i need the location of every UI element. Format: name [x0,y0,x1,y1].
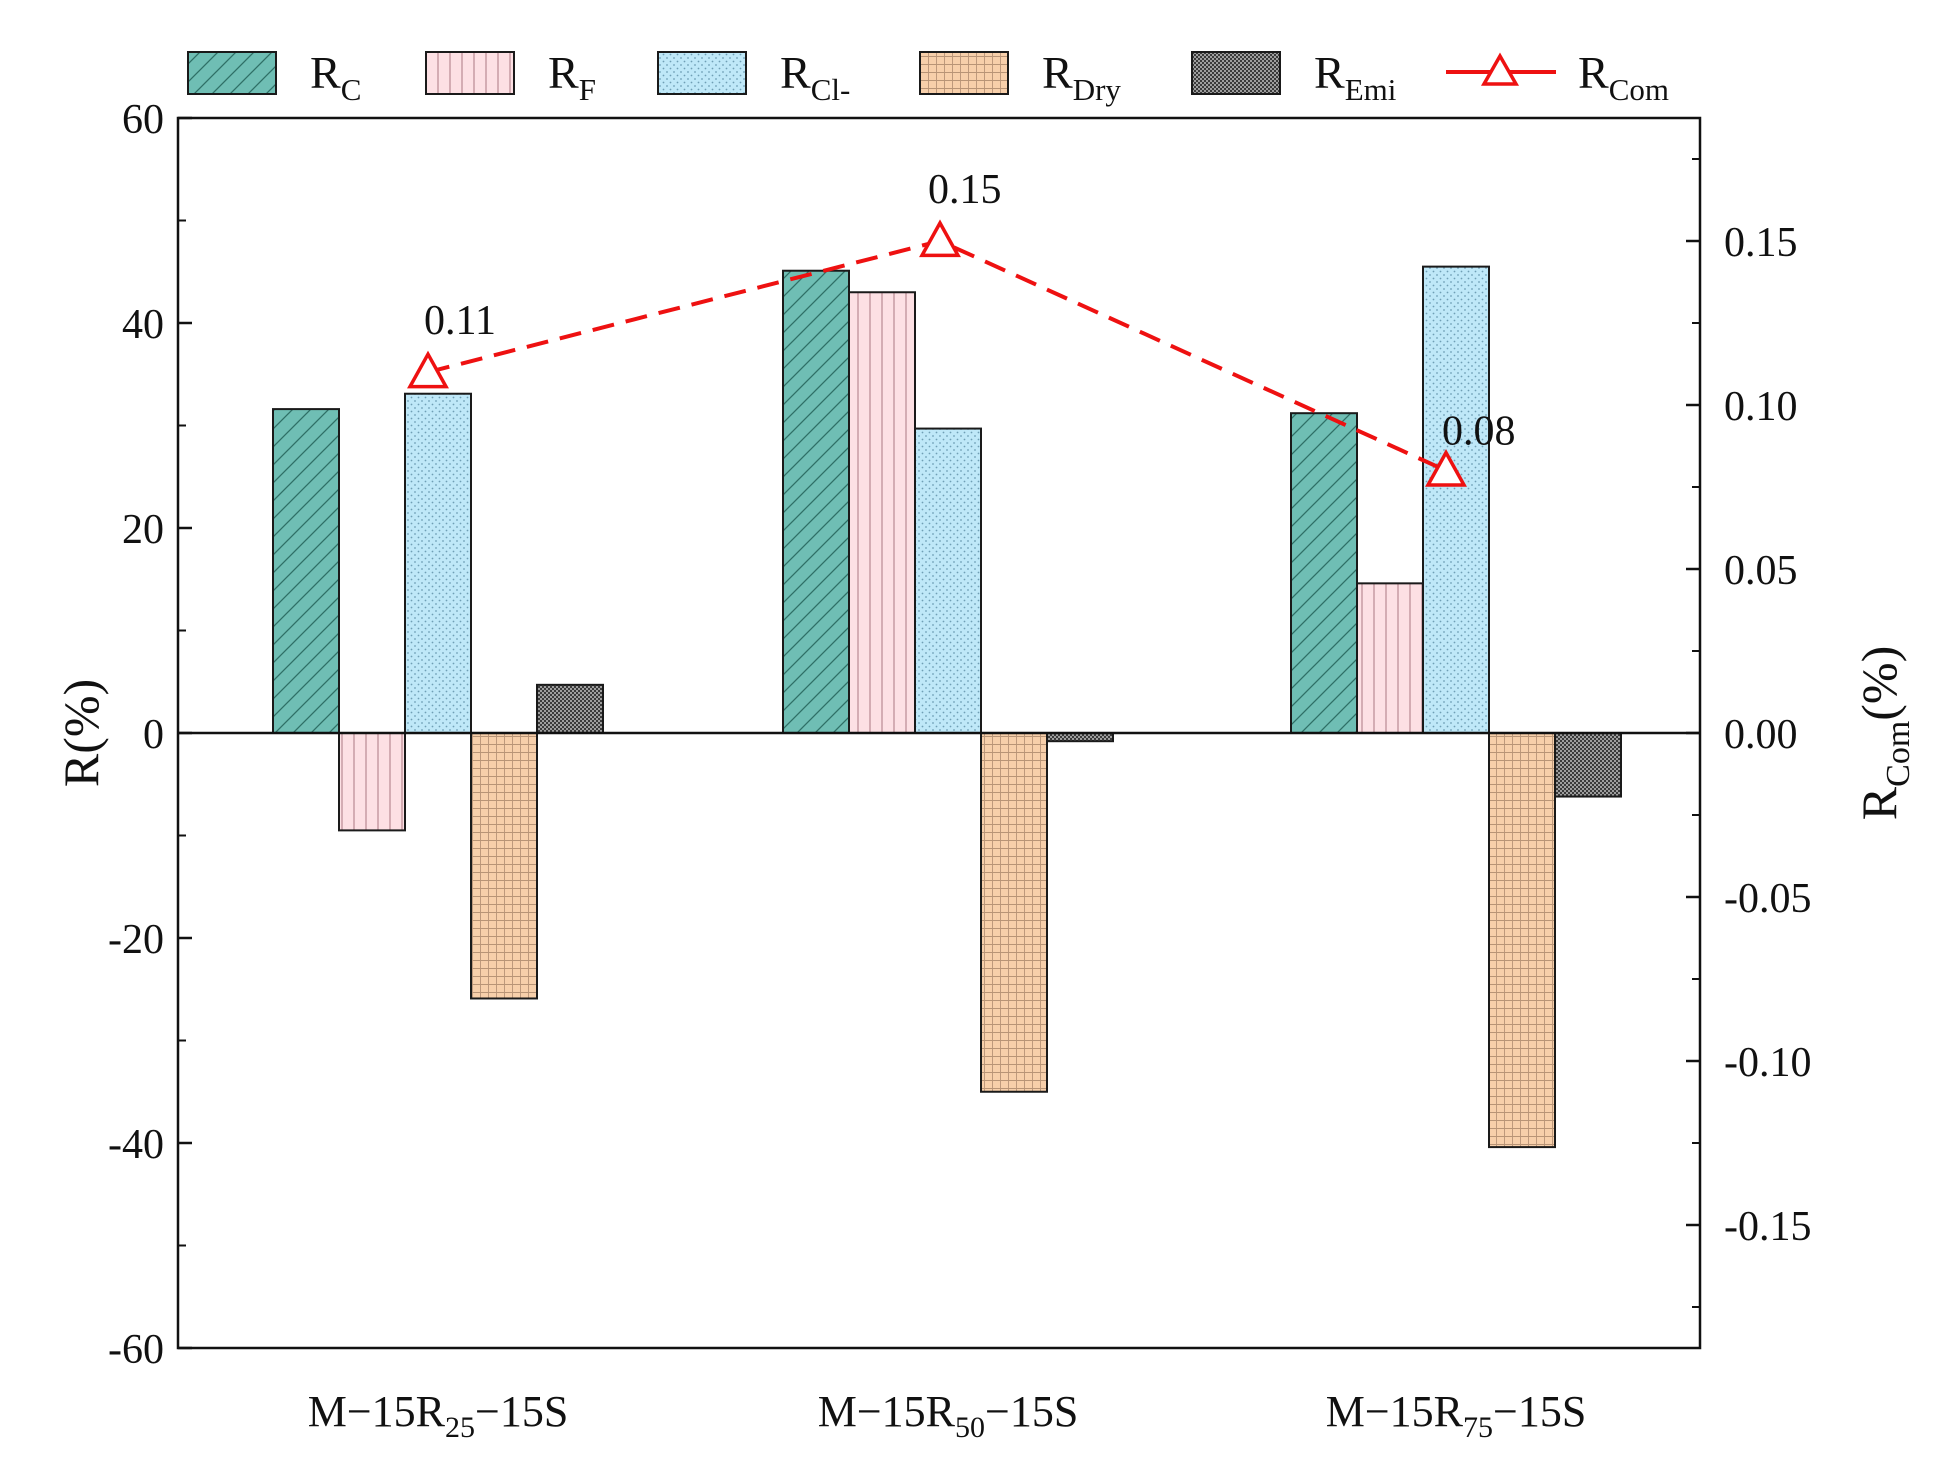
legend: RC RF RCl- RDry REmi RCom [187,47,1669,107]
bar-c-2 [782,269,850,734]
bar-f-2 [848,291,916,734]
y2-tick-label: 0.15 [1724,220,1798,266]
rcom-point-2 [919,219,961,258]
x-category-label-1: M−15R25−15S [308,1387,569,1444]
bar-cl-2 [914,427,982,734]
rcom-point-1 [407,350,449,389]
legend-swatch-4 [919,51,1009,95]
y-tick-label: 0 [143,712,164,758]
legend-swatch-2 [425,51,515,95]
legend-label-2: RF [548,47,596,107]
y2-tick-label: -0.10 [1724,1040,1812,1086]
bar-c-3 [1290,412,1358,734]
x-category-label-3: M−15R75−15S [1326,1387,1587,1444]
y-tick-label: -60 [108,1327,164,1373]
y2-tick-label: -0.05 [1724,876,1812,922]
y-tick-label: -40 [108,1122,164,1168]
y2-tick-label: -0.15 [1724,1204,1812,1250]
bar-f-1 [338,732,406,832]
y-axis-title: R(%) [53,679,109,787]
bar-cl-3 [1422,265,1490,734]
legend-label-3: RCl- [780,47,850,107]
y-tick-label: 40 [122,302,164,348]
y-tick-label: 20 [122,507,164,553]
axes: -60 -40 -20 0 20 40 60 -0.15 -0.10 -0.05 0.00 0.05 0… [53,97,1917,1444]
bar-dry-2 [980,732,1048,1093]
legend-label-5: REmi [1314,47,1397,107]
rcom-point-3 [1425,448,1467,487]
y2-axis-title: RCom(%) [1851,646,1917,820]
legend-label-1: RC [310,47,361,107]
legend-label-4: RDry [1042,47,1121,107]
bar-cl-1 [404,392,472,734]
x-category-label-2: M−15R50−15S [818,1387,1079,1444]
legend-swatch-3 [657,51,747,95]
legend-swatch-1 [187,51,277,95]
plot-area: 0.11 0.15 0.08 [272,167,1622,1149]
bar-f-3 [1356,582,1424,734]
bar-emi-1 [536,683,604,735]
y-tick-label: 60 [122,97,164,143]
y2-tick-label: 0.00 [1724,712,1798,758]
rcom-label-1: 0.11 [424,298,496,344]
rcom-label-2: 0.15 [928,167,1002,213]
legend-label-rcom: RCom [1578,47,1669,107]
y2-tick-label: 0.05 [1724,548,1798,594]
bar-dry-1 [470,732,538,1000]
bar-dry-3 [1488,732,1556,1149]
rcom-label-3: 0.08 [1442,409,1516,455]
legend-swatch-rcom-marker [1480,52,1520,86]
bar-emi-3 [1554,732,1622,798]
bar-c-1 [272,408,340,734]
legend-swatch-5 [1191,51,1281,95]
y2-tick-label: 0.10 [1724,384,1798,430]
y-tick-label: -20 [108,917,164,963]
